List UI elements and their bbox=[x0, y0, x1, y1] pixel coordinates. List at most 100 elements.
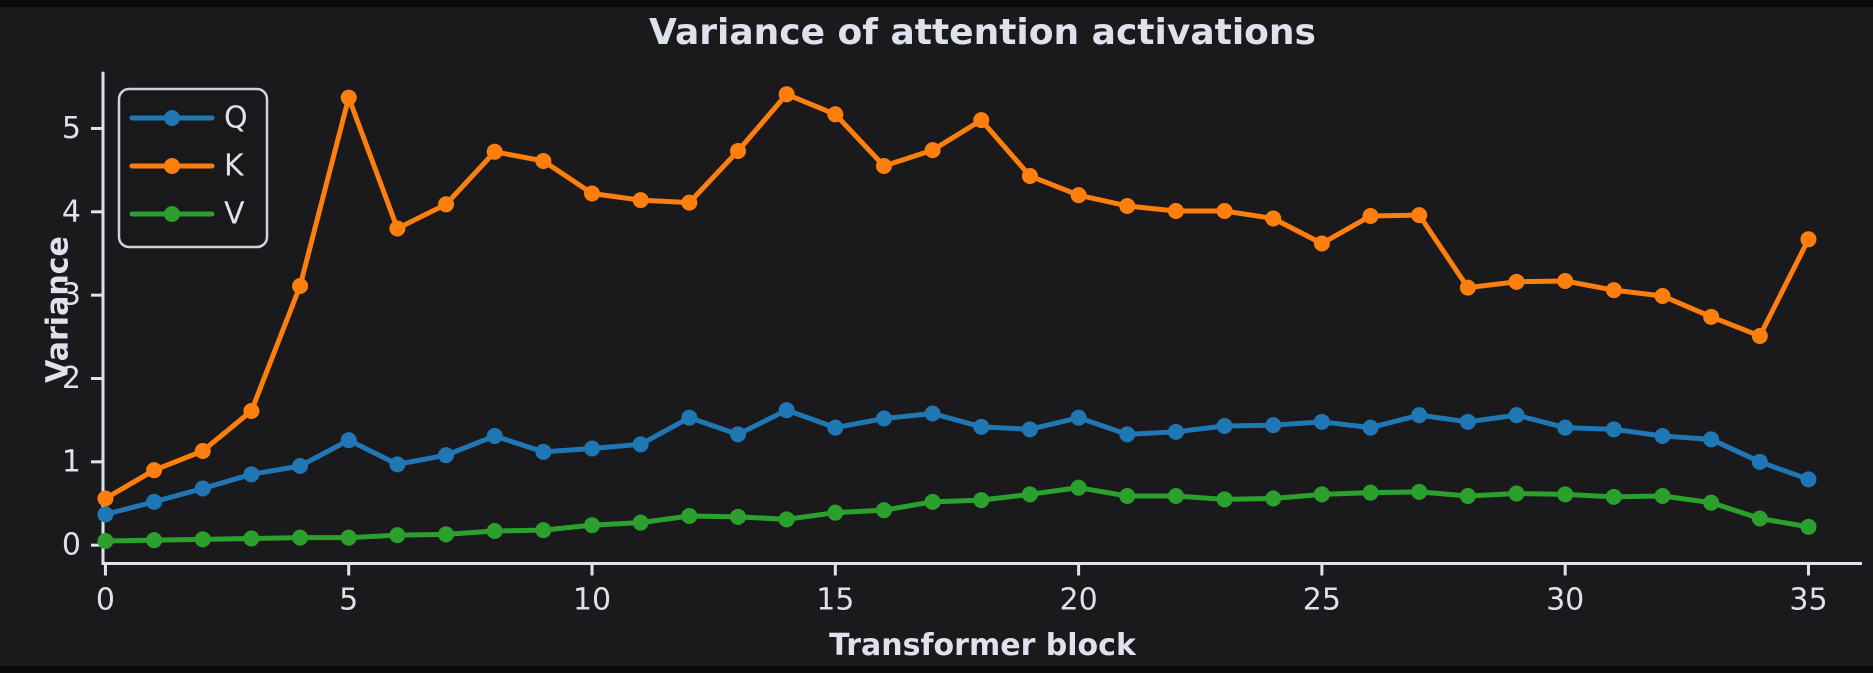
data-point-V-14 bbox=[778, 511, 795, 528]
data-point-K-6 bbox=[389, 220, 406, 237]
data-point-Q-34 bbox=[1751, 453, 1768, 470]
data-point-K-34 bbox=[1751, 327, 1768, 344]
data-point-V-31 bbox=[1605, 488, 1622, 505]
data-point-V-7 bbox=[438, 526, 455, 543]
x-tick-label: 25 bbox=[1303, 583, 1341, 618]
y-tick-label: 4 bbox=[62, 194, 81, 229]
data-point-K-2 bbox=[194, 442, 211, 459]
data-point-Q-15 bbox=[827, 419, 844, 436]
data-point-V-35 bbox=[1800, 518, 1817, 535]
data-point-K-8 bbox=[486, 143, 503, 160]
data-point-K-25 bbox=[1313, 235, 1330, 252]
data-point-Q-1 bbox=[146, 493, 163, 510]
data-point-K-3 bbox=[243, 402, 260, 419]
data-point-Q-17 bbox=[924, 405, 941, 422]
data-point-K-32 bbox=[1654, 287, 1671, 304]
data-point-V-6 bbox=[389, 527, 406, 544]
data-point-K-27 bbox=[1411, 207, 1428, 224]
data-point-Q-8 bbox=[486, 427, 503, 444]
data-point-V-0 bbox=[97, 532, 114, 549]
legend-marker-Q bbox=[164, 110, 180, 126]
data-point-Q-29 bbox=[1508, 407, 1525, 424]
data-point-K-5 bbox=[340, 89, 357, 106]
data-point-K-12 bbox=[681, 194, 698, 211]
bottom-edge-strip bbox=[0, 666, 1873, 673]
legend-label-V: V bbox=[224, 197, 245, 232]
data-point-Q-20 bbox=[1070, 409, 1087, 426]
y-tick-label: 2 bbox=[62, 361, 81, 396]
chart-title: Variance of attention activations bbox=[649, 12, 1316, 53]
data-point-Q-23 bbox=[1216, 417, 1233, 434]
data-point-V-33 bbox=[1703, 494, 1720, 511]
data-point-Q-32 bbox=[1654, 427, 1671, 444]
data-point-K-1 bbox=[146, 462, 163, 479]
data-point-V-15 bbox=[827, 504, 844, 521]
data-point-Q-14 bbox=[778, 402, 795, 419]
data-point-V-4 bbox=[292, 529, 309, 546]
data-point-V-20 bbox=[1070, 479, 1087, 496]
data-point-K-9 bbox=[535, 152, 552, 169]
data-point-V-23 bbox=[1216, 491, 1233, 508]
data-point-V-12 bbox=[681, 507, 698, 524]
data-point-K-35 bbox=[1800, 231, 1817, 248]
data-point-Q-13 bbox=[729, 426, 746, 443]
data-point-V-21 bbox=[1119, 487, 1136, 504]
data-point-K-15 bbox=[827, 106, 844, 123]
data-point-V-18 bbox=[973, 492, 990, 509]
y-tick-label: 0 bbox=[62, 528, 81, 563]
data-point-Q-2 bbox=[194, 480, 211, 497]
data-point-Q-4 bbox=[292, 457, 309, 474]
data-point-Q-5 bbox=[340, 432, 357, 449]
data-point-Q-10 bbox=[584, 440, 601, 457]
data-point-K-11 bbox=[632, 192, 649, 209]
data-point-Q-21 bbox=[1119, 426, 1136, 443]
data-point-V-27 bbox=[1411, 483, 1428, 500]
data-point-V-8 bbox=[486, 522, 503, 539]
data-point-Q-6 bbox=[389, 456, 406, 473]
data-point-Q-16 bbox=[875, 410, 892, 427]
data-point-K-10 bbox=[584, 185, 601, 202]
data-point-V-26 bbox=[1362, 484, 1379, 501]
data-point-V-19 bbox=[1021, 486, 1038, 503]
data-point-V-1 bbox=[146, 532, 163, 549]
data-point-V-13 bbox=[729, 508, 746, 525]
legend-label-Q: Q bbox=[224, 101, 248, 136]
data-point-K-16 bbox=[875, 157, 892, 174]
series-line-K bbox=[102, 91, 1811, 501]
data-point-K-26 bbox=[1362, 207, 1379, 224]
x-tick-label: 15 bbox=[816, 583, 854, 618]
data-point-K-19 bbox=[1021, 167, 1038, 184]
data-point-Q-24 bbox=[1265, 417, 1282, 434]
data-point-V-22 bbox=[1167, 487, 1184, 504]
data-point-Q-35 bbox=[1800, 471, 1817, 488]
data-point-Q-26 bbox=[1362, 419, 1379, 436]
data-point-V-3 bbox=[243, 530, 260, 547]
data-point-K-7 bbox=[438, 196, 455, 213]
data-point-Q-31 bbox=[1605, 421, 1622, 438]
data-point-V-2 bbox=[194, 531, 211, 548]
data-point-Q-3 bbox=[243, 466, 260, 483]
data-point-V-9 bbox=[535, 522, 552, 539]
x-tick-label: 35 bbox=[1789, 583, 1827, 618]
data-point-V-30 bbox=[1557, 486, 1574, 503]
data-point-Q-28 bbox=[1459, 413, 1476, 430]
data-point-K-24 bbox=[1265, 210, 1282, 227]
data-point-V-11 bbox=[632, 514, 649, 531]
data-point-K-33 bbox=[1703, 308, 1720, 325]
x-axis-label: Transformer block bbox=[829, 628, 1136, 663]
data-point-K-14 bbox=[778, 86, 795, 103]
data-point-K-30 bbox=[1557, 272, 1574, 289]
data-point-V-34 bbox=[1751, 510, 1768, 527]
data-point-V-17 bbox=[924, 493, 941, 510]
x-tick-label: 0 bbox=[96, 583, 115, 618]
data-point-V-29 bbox=[1508, 485, 1525, 502]
data-point-Q-11 bbox=[632, 436, 649, 453]
data-point-Q-30 bbox=[1557, 419, 1574, 436]
data-point-V-25 bbox=[1313, 486, 1330, 503]
data-point-K-29 bbox=[1508, 273, 1525, 290]
data-point-K-18 bbox=[973, 112, 990, 129]
data-point-Q-33 bbox=[1703, 431, 1720, 448]
data-point-Q-9 bbox=[535, 443, 552, 460]
data-point-V-28 bbox=[1459, 487, 1476, 504]
